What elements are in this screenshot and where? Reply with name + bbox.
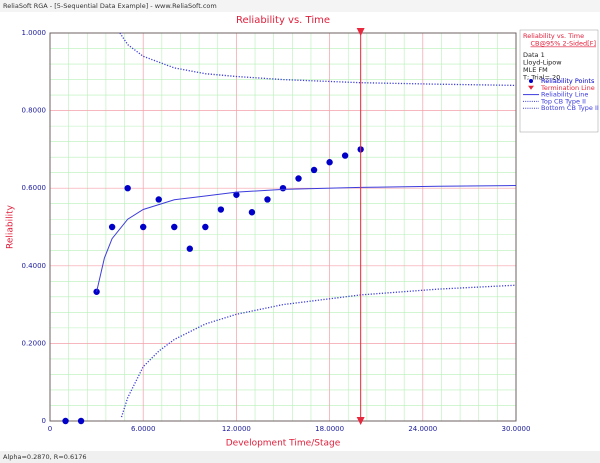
reliability-point: [108, 223, 116, 231]
reliability-point: [217, 206, 225, 213]
x-tick-label: 0: [48, 425, 52, 433]
title-bar: [0, 0, 600, 12]
y-tick-label: 0: [42, 417, 46, 425]
legend-info: CB@95% 2-Sided[F]: [531, 40, 597, 48]
legend-info: T; Trial= 20: [522, 74, 560, 82]
status-bar: [0, 451, 600, 463]
y-tick-label: 0.2000: [22, 339, 47, 347]
legend-swatch: [529, 79, 533, 83]
reliability-point: [264, 196, 271, 203]
legend-label: Reliability Points: [541, 77, 595, 85]
termination-marker: [356, 417, 365, 425]
reliability-point: [171, 223, 178, 231]
reliability-point: [186, 245, 193, 252]
reliability-line: [96, 185, 517, 292]
y-tick-label: 0.8000: [22, 107, 47, 115]
reliability-point: [77, 417, 85, 425]
reliability-point: [202, 223, 209, 231]
reliability-point: [279, 185, 287, 192]
reliability-point: [326, 159, 333, 166]
reliability-point: [140, 223, 147, 231]
legend-label: Reliability Line: [541, 91, 588, 99]
reliability-point: [295, 175, 302, 182]
x-axis-label: Development Time/Stage: [226, 439, 341, 449]
reliability-point: [248, 209, 256, 216]
x-tick-label: 24.0000: [408, 425, 437, 433]
legend-info: Lloyd-Lipow: [523, 59, 562, 67]
y-tick-label: 0.6000: [22, 184, 47, 192]
y-tick-label: 0.4000: [22, 262, 47, 270]
x-tick-label: 18.0000: [315, 425, 344, 433]
x-tick-label: 12.0000: [222, 425, 251, 433]
plot-border: [49, 32, 517, 422]
legend-label: Termination Line: [540, 84, 595, 92]
x-tick-label: 30.0000: [502, 425, 531, 433]
legend-label: Top CB Type II: [540, 97, 586, 105]
reliability-point: [62, 417, 69, 425]
reliability-point: [341, 152, 349, 159]
chart-title: Reliability vs. Time: [236, 15, 330, 26]
legend-swatch: [528, 85, 534, 90]
plot-area: [49, 32, 517, 422]
footer-text: Alpha=0.2870, R=0.6176: [3, 453, 87, 461]
window-title: ReliaSoft RGA - [5-Sequential Data Examp…: [3, 2, 217, 10]
legend-label: Bottom CB Type II: [541, 104, 599, 112]
reliability-point: [124, 185, 131, 192]
x-tick-label: 6.0000: [131, 425, 156, 433]
termination-marker: [356, 28, 365, 36]
legend-info: MLE FM: [523, 66, 548, 74]
y-axis-label: Reliability: [6, 204, 16, 249]
reliability-point: [233, 191, 240, 198]
y-tick-label: 1.0000: [22, 29, 47, 37]
legend-info: Reliability vs. Time: [523, 32, 584, 40]
reliability-point: [155, 196, 162, 203]
reliability-point: [310, 166, 318, 174]
legend-info: Data 1: [523, 51, 545, 59]
